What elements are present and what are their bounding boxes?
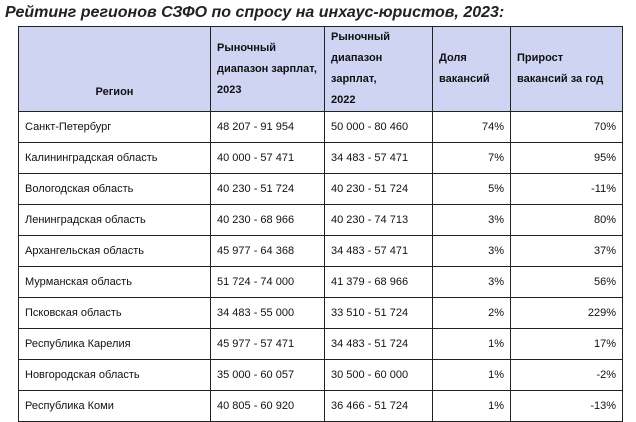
cell-share: 3% (432, 235, 511, 267)
cell-salary-2023: 45 977 - 57 471 (210, 328, 325, 360)
cell-share: 1% (432, 328, 511, 360)
cell-share: 1% (432, 359, 511, 391)
cell-region: Ленинградская область (18, 204, 211, 236)
table-row: Ленинградская область 40 230 - 68 966 40… (18, 204, 623, 236)
cell-share: 74% (432, 111, 511, 143)
cell-salary-2023: 35 000 - 60 057 (210, 359, 325, 391)
cell-growth: 229% (510, 297, 623, 329)
header-line: 2022 (331, 94, 356, 106)
regions-table: Регион Рыночный диапазон зарплат, 2023 Р… (18, 26, 623, 422)
column-header-salary-2023: Рыночный диапазон зарплат, 2023 (210, 26, 325, 112)
cell-growth: -11% (510, 173, 623, 205)
column-header-salary-2022: Рыночный диапазон зарплат, 2022 (324, 26, 433, 112)
cell-region: Республика Коми (18, 390, 211, 422)
header-line: диапазон зарплат, (217, 62, 317, 75)
cell-salary-2022: 34 483 - 57 471 (324, 142, 433, 174)
table-row: Республика Карелия 45 977 - 57 471 34 48… (18, 328, 623, 360)
header-line: вакансий (439, 73, 490, 85)
header-line: 2023 (217, 83, 242, 96)
cell-region: Архангельская область (18, 235, 211, 267)
table-row: Санкт-Петербург 48 207 - 91 954 50 000 -… (18, 111, 623, 143)
cell-salary-2022: 30 500 - 60 000 (324, 359, 433, 391)
cell-region: Псковская область (18, 297, 211, 329)
table-row: Архангельская область 45 977 - 64 368 34… (18, 235, 623, 267)
header-line: Прирост (517, 52, 564, 64)
cell-salary-2022: 40 230 - 74 713 (324, 204, 433, 236)
cell-salary-2023: 48 207 - 91 954 (210, 111, 325, 143)
cell-growth: 17% (510, 328, 623, 360)
cell-salary-2022: 33 510 - 51 724 (324, 297, 433, 329)
cell-growth: -13% (510, 390, 623, 422)
cell-region: Санкт-Петербург (18, 111, 211, 143)
table-row: Калининградская область 40 000 - 57 471 … (18, 142, 623, 174)
page-title: Рейтинг регионов СЗФО по спросу на инхау… (5, 4, 505, 21)
table-header-row: Регион Рыночный диапазон зарплат, 2023 Р… (18, 26, 623, 112)
cell-salary-2023: 40 230 - 68 966 (210, 204, 325, 236)
cell-share: 5% (432, 173, 511, 205)
cell-share: 1% (432, 390, 511, 422)
cell-salary-2023: 45 977 - 64 368 (210, 235, 325, 267)
cell-salary-2022: 34 483 - 57 471 (324, 235, 433, 267)
cell-salary-2022: 40 230 - 51 724 (324, 173, 433, 205)
table-row: Новгородская область 35 000 - 60 057 30 … (18, 359, 623, 391)
cell-share: 2% (432, 297, 511, 329)
cell-region: Мурманская область (18, 266, 211, 298)
header-line: Рыночный (217, 41, 277, 54)
table-row: Псковская область 34 483 - 55 000 33 510… (18, 297, 623, 329)
cell-region: Калининградская область (18, 142, 211, 174)
cell-salary-2022: 50 000 - 80 460 (324, 111, 433, 143)
cell-salary-2023: 40 805 - 60 920 (210, 390, 325, 422)
table-row: Мурманская область 51 724 - 74 000 41 37… (18, 266, 623, 298)
cell-salary-2023: 40 000 - 57 471 (210, 142, 325, 174)
cell-growth: 56% (510, 266, 623, 298)
cell-salary-2023: 34 483 - 55 000 (210, 297, 325, 329)
column-header-share: Доля вакансий (432, 26, 511, 112)
cell-region: Республика Карелия (18, 328, 211, 360)
cell-salary-2022: 36 466 - 51 724 (324, 390, 433, 422)
cell-region: Новгородская область (18, 359, 211, 391)
cell-growth: 70% (510, 111, 623, 143)
cell-growth: 37% (510, 235, 623, 267)
cell-salary-2022: 41 379 - 68 966 (324, 266, 433, 298)
header-line: Рыночный (331, 31, 391, 43)
cell-share: 3% (432, 204, 511, 236)
cell-salary-2023: 40 230 - 51 724 (210, 173, 325, 205)
cell-growth: 80% (510, 204, 623, 236)
table-row: Республика Коми 40 805 - 60 920 36 466 -… (18, 390, 623, 422)
cell-growth: 95% (510, 142, 623, 174)
cell-salary-2022: 34 483 - 51 724 (324, 328, 433, 360)
cell-share: 3% (432, 266, 511, 298)
cell-region: Вологодская область (18, 173, 211, 205)
header-line: диапазон зарплат, (331, 52, 383, 85)
cell-salary-2023: 51 724 - 74 000 (210, 266, 325, 298)
column-header-region: Регион (18, 26, 211, 112)
cell-share: 7% (432, 142, 511, 174)
column-header-growth: Прирост вакансий за год (510, 26, 623, 112)
header-line: вакансий за год (517, 73, 604, 85)
table-row: Вологодская область 40 230 - 51 724 40 2… (18, 173, 623, 205)
cell-growth: -2% (510, 359, 623, 391)
header-line: Доля (439, 52, 467, 64)
